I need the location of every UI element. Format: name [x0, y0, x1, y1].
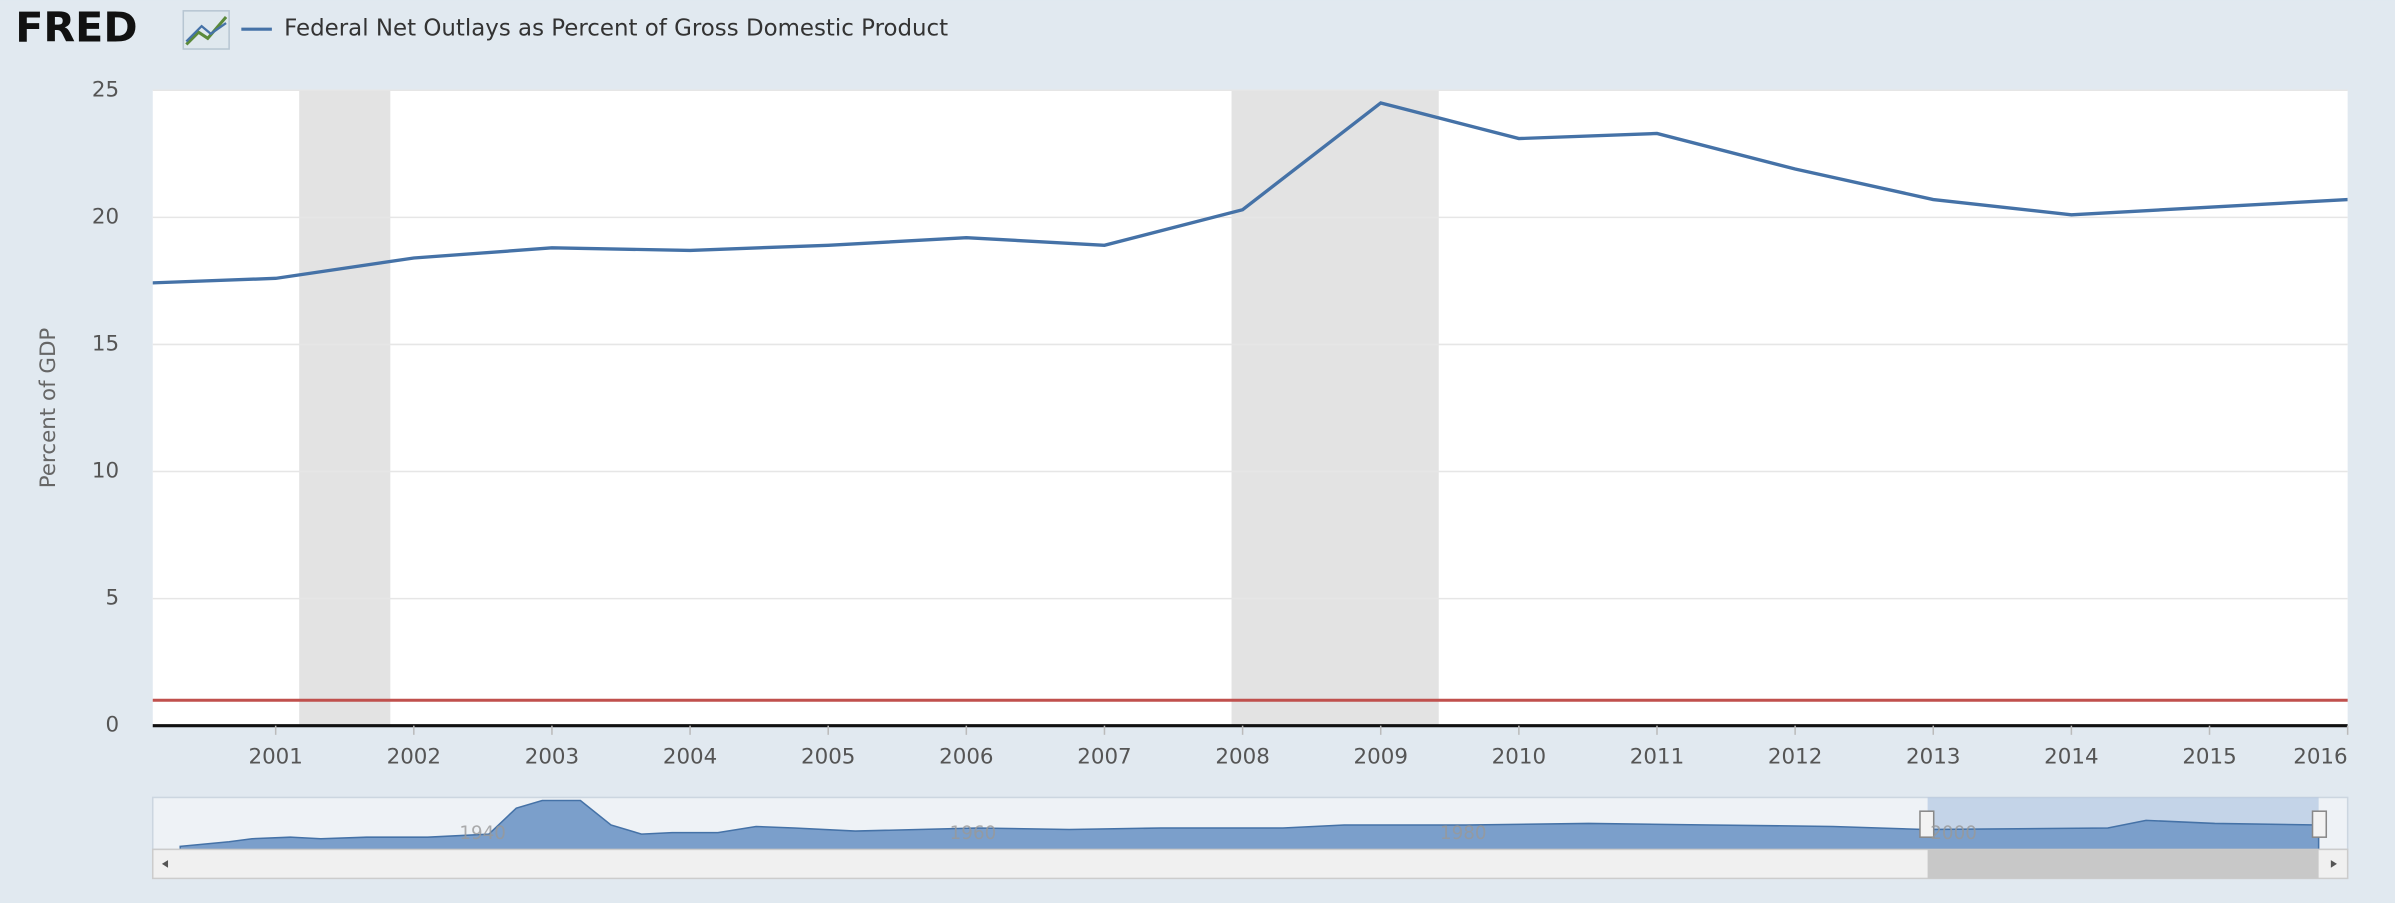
y-tick-label: 5	[106, 586, 120, 611]
x-tick-label: 2014	[2044, 745, 2098, 770]
navigator-series	[179, 799, 2320, 851]
y-tick-label: 0	[106, 713, 120, 738]
logo-icon	[182, 10, 230, 50]
x-tick-label: 2013	[1906, 745, 1960, 770]
plot	[152, 89, 2349, 735]
navigator-handle[interactable]	[2311, 810, 2328, 838]
navigator-labels: 1940 1960 1980 2000	[459, 823, 1977, 844]
recession-band	[1231, 90, 1439, 726]
x-tick-label: 2007	[1077, 745, 1131, 770]
x-tick-label: 2002	[387, 745, 441, 770]
navigator-handle[interactable]	[1919, 810, 1935, 838]
series-line	[152, 101, 2348, 285]
x-tick-label: 2005	[801, 745, 855, 770]
y-tick-label: 15	[92, 331, 119, 356]
x-tick-label: 2003	[525, 745, 579, 770]
scrollbar-thumb[interactable]	[1927, 849, 2319, 879]
scroll-left[interactable]	[161, 860, 169, 868]
x-tick-label: 2015	[2182, 745, 2236, 770]
y-tick-label: 10	[92, 459, 119, 484]
scroll-right[interactable]	[2330, 860, 2337, 868]
x-tick-label: 2012	[1768, 745, 1822, 770]
y-axis-label: Percent of GDP	[36, 328, 61, 489]
logo[interactable]: FRED	[15, 4, 137, 52]
x-tick-label: 2016	[2293, 745, 2347, 770]
legend-label[interactable]: Federal Net Outlays as Percent of Gross …	[284, 16, 948, 42]
recession-band	[299, 90, 391, 726]
x-tick-label: 2009	[1354, 745, 1408, 770]
navigator-label: 1960	[950, 823, 997, 844]
x-tick-label: 2001	[248, 745, 302, 770]
navigator-label: 1980	[1440, 823, 1487, 844]
x-tick-label: 2008	[1215, 745, 1269, 770]
x-tick-label: 2011	[1630, 745, 1684, 770]
navigator-label: 2000	[1930, 823, 1977, 844]
x-tick-label: 2006	[939, 745, 993, 770]
navigator[interactable]	[151, 796, 2349, 880]
x-tick-label: 2010	[1492, 745, 1546, 770]
x-tick-label: 2004	[663, 745, 717, 770]
y-tick-label: 20	[92, 204, 119, 229]
navigator-label: 1940	[459, 823, 506, 844]
y-tick-label: 25	[92, 77, 119, 102]
